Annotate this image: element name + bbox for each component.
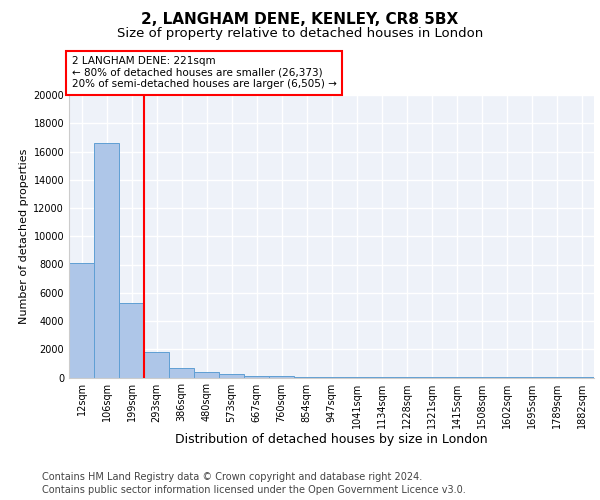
Bar	[119, 302, 144, 378]
Text: 2, LANGHAM DENE, KENLEY, CR8 5BX: 2, LANGHAM DENE, KENLEY, CR8 5BX	[142, 12, 458, 28]
X-axis label: Distribution of detached houses by size in London: Distribution of detached houses by size …	[175, 434, 488, 446]
Text: Contains public sector information licensed under the Open Government Licence v3: Contains public sector information licen…	[42, 485, 466, 495]
Bar	[144, 352, 169, 378]
Bar	[294, 377, 319, 378]
Bar	[269, 376, 294, 378]
Bar	[69, 263, 94, 378]
Bar	[194, 372, 219, 378]
Bar	[219, 374, 244, 378]
Bar	[94, 143, 119, 378]
Bar	[244, 376, 269, 378]
Bar	[169, 368, 194, 378]
Y-axis label: Number of detached properties: Number of detached properties	[19, 148, 29, 324]
Text: Size of property relative to detached houses in London: Size of property relative to detached ho…	[117, 28, 483, 40]
Text: Contains HM Land Registry data © Crown copyright and database right 2024.: Contains HM Land Registry data © Crown c…	[42, 472, 422, 482]
Text: 2 LANGHAM DENE: 221sqm
← 80% of detached houses are smaller (26,373)
20% of semi: 2 LANGHAM DENE: 221sqm ← 80% of detached…	[71, 56, 337, 90]
